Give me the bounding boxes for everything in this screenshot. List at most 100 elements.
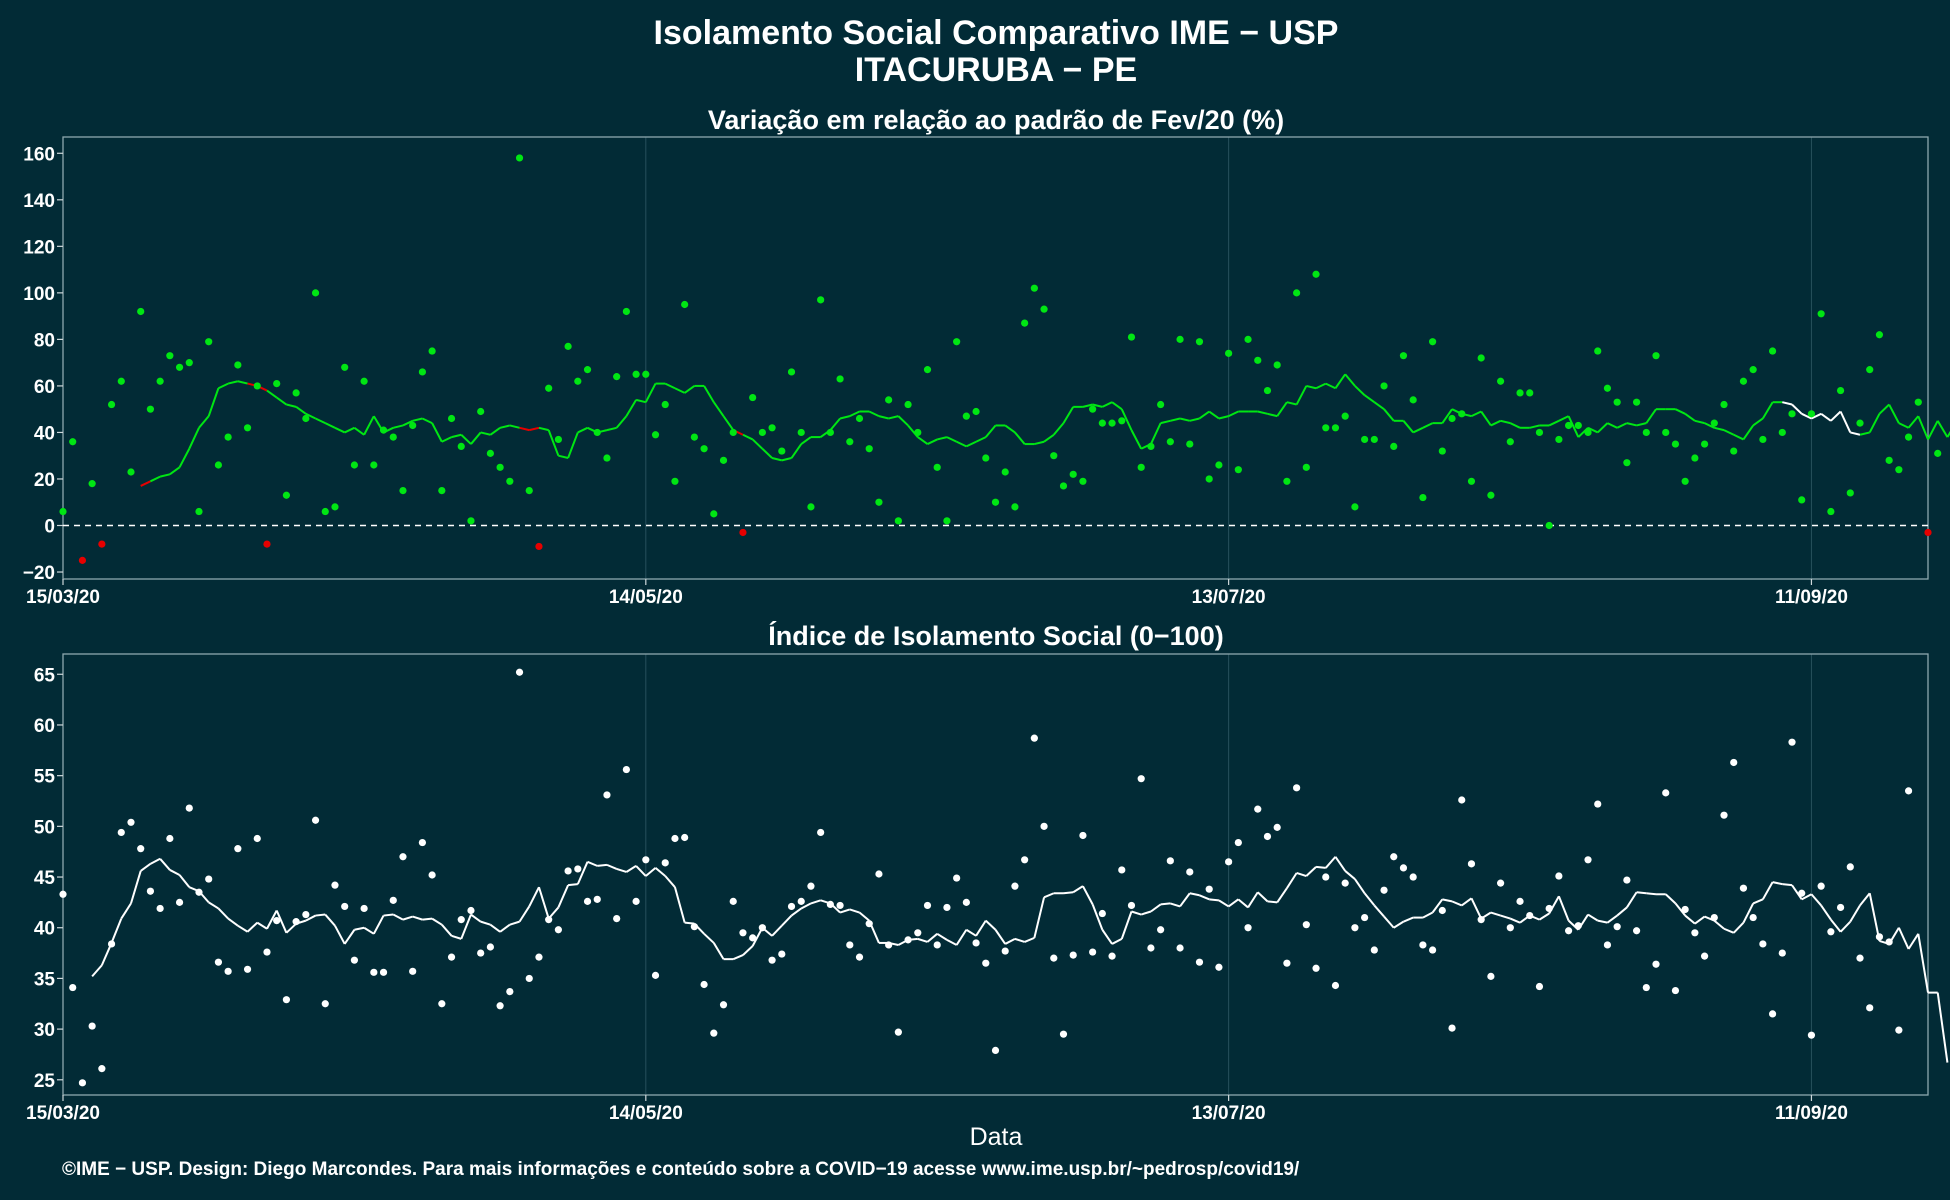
data-point <box>1866 366 1874 374</box>
data-point <box>574 865 582 873</box>
moving-average-segment <box>266 389 278 399</box>
moving-average-segment <box>1917 933 1929 993</box>
data-point <box>865 920 873 928</box>
moving-average-segment <box>790 443 803 459</box>
data-point <box>1205 885 1213 893</box>
data-point <box>282 996 291 1004</box>
data-point <box>273 917 281 925</box>
data-point <box>1564 927 1573 935</box>
moving-average-segment <box>1334 856 1347 872</box>
moving-average-segment <box>858 911 870 922</box>
data-point <box>370 968 378 976</box>
data-point <box>457 916 465 924</box>
moving-average-segment <box>1218 899 1230 908</box>
data-point <box>117 828 125 837</box>
moving-average-segment <box>305 412 316 420</box>
moving-average-segment <box>946 939 958 946</box>
moving-average-segment <box>509 920 520 926</box>
data-point <box>1030 284 1038 292</box>
moving-average-segment <box>353 426 365 436</box>
x-tick-label: 13/07/20 <box>1192 587 1266 608</box>
moving-average-segment <box>1111 401 1123 410</box>
moving-average-segment <box>1597 422 1609 434</box>
moving-average-segment <box>927 438 938 445</box>
data-point <box>1807 1031 1816 1039</box>
data-point <box>1458 796 1466 804</box>
data-point <box>78 556 87 564</box>
data-point <box>234 845 242 853</box>
data-point <box>642 856 650 864</box>
moving-average-segment <box>1033 897 1046 939</box>
moving-average-segment <box>1606 914 1618 924</box>
data-point <box>817 296 825 304</box>
data-point <box>467 517 475 525</box>
data-point <box>1768 1010 1777 1018</box>
moving-average-segment <box>275 910 288 934</box>
moving-average-segment <box>1587 913 1599 922</box>
moving-average-segment <box>1276 887 1288 903</box>
data-point <box>88 1022 96 1030</box>
moving-average-segment <box>343 929 356 945</box>
moving-average-segment <box>1461 897 1473 907</box>
moving-average-segment <box>1306 384 1317 390</box>
data-point <box>1603 384 1612 392</box>
moving-average-segment <box>1752 417 1764 427</box>
data-point <box>379 968 388 976</box>
data-point <box>933 941 941 949</box>
moving-average-segment <box>664 875 676 888</box>
moving-average-segment <box>547 429 560 457</box>
moving-average-segment <box>489 923 501 933</box>
data-point <box>1574 421 1582 430</box>
data-point <box>1545 904 1553 913</box>
data-point <box>564 342 572 350</box>
data-point <box>1283 477 1291 485</box>
data-point <box>535 953 543 961</box>
moving-average-segment <box>839 908 851 914</box>
moving-average-segment <box>839 415 851 420</box>
plot-frame <box>62 653 1929 1096</box>
data-point <box>826 900 834 909</box>
moving-average-segment <box>1276 401 1288 417</box>
data-point <box>1438 447 1446 455</box>
moving-average-segment <box>354 926 365 931</box>
data-point <box>107 400 116 409</box>
y-tick-label: −20 <box>23 563 55 584</box>
data-point <box>1594 800 1602 808</box>
data-point <box>1118 417 1126 425</box>
moving-average-segment <box>635 398 647 404</box>
moving-average-segment <box>412 417 423 422</box>
moving-average-segment <box>518 905 531 923</box>
moving-average-segment <box>1218 415 1229 420</box>
data-point <box>409 421 417 430</box>
moving-average-segment <box>712 401 725 417</box>
moving-average-segment <box>237 380 248 385</box>
moving-average-segment <box>1684 914 1696 925</box>
data-point <box>865 445 873 453</box>
moving-average-segment <box>1393 920 1404 929</box>
moving-average-segment <box>615 415 628 429</box>
data-point <box>418 368 427 376</box>
moving-average-segment <box>888 415 899 420</box>
moving-average-segment <box>1694 419 1705 425</box>
data-point <box>1380 382 1388 390</box>
y-tick-label: 60 <box>34 716 55 737</box>
data-point <box>1632 398 1641 406</box>
moving-average-segment <box>635 865 647 877</box>
data-point <box>671 477 679 485</box>
moving-average-segment <box>1714 426 1725 432</box>
data-point <box>166 834 174 843</box>
data-point <box>1244 924 1252 932</box>
data-point <box>1846 863 1854 871</box>
data-point <box>943 903 951 912</box>
data-point <box>1419 941 1427 949</box>
data-point <box>525 974 533 983</box>
data-point <box>302 910 310 919</box>
data-point <box>234 361 242 369</box>
moving-average-segment <box>1500 914 1511 920</box>
moving-average-segment <box>1120 911 1133 940</box>
moving-average-segment <box>800 436 812 445</box>
moving-average-segment <box>159 858 171 871</box>
data-point <box>632 897 640 905</box>
data-point <box>496 1002 504 1010</box>
data-point <box>1409 873 1417 881</box>
